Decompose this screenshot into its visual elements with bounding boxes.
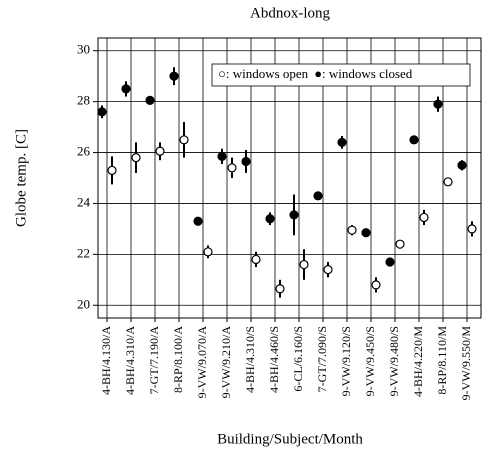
point xyxy=(371,280,381,290)
y-tick-label: 24 xyxy=(77,194,91,209)
chart-title: Abdnox-long xyxy=(250,5,330,21)
point xyxy=(131,153,141,163)
point xyxy=(193,216,203,226)
point xyxy=(169,71,179,81)
point xyxy=(289,210,299,220)
x-tick-label: 7-GT/7.090/S xyxy=(315,326,329,392)
legend-label: ●: windows closed xyxy=(314,66,413,81)
point xyxy=(265,214,275,224)
x-tick-label: 4-BH/4.310/A xyxy=(123,326,137,395)
x-tick-label: 7-GT/7.190/A xyxy=(147,326,161,395)
y-tick-label: 28 xyxy=(77,93,90,108)
point xyxy=(433,99,443,109)
y-axis-label: Globe temp. [C] xyxy=(13,129,29,227)
x-tick-label: 9-VW/9.070/A xyxy=(195,326,209,399)
x-tick-label: 9-VW/9.480/S xyxy=(387,326,401,396)
point xyxy=(457,160,467,170)
point xyxy=(419,212,429,223)
plot-frame xyxy=(97,37,482,319)
x-tick-label: 9-VW/9.550/M xyxy=(459,326,473,401)
y-tick-label: 22 xyxy=(77,245,90,260)
point xyxy=(443,177,453,187)
point xyxy=(275,284,285,294)
x-axis-label: Building/Subject/Month xyxy=(217,431,363,447)
point xyxy=(299,259,309,270)
legend-box xyxy=(211,63,471,87)
point xyxy=(241,156,251,167)
x-tick-label: 9-VW/9.120/S xyxy=(339,326,353,396)
point xyxy=(323,265,333,275)
point xyxy=(409,135,419,145)
point xyxy=(179,135,189,145)
point xyxy=(227,163,237,173)
point xyxy=(121,84,131,94)
point xyxy=(217,151,227,161)
point xyxy=(145,95,155,105)
point xyxy=(97,107,107,117)
x-tick-label: 9-VW/9.450/S xyxy=(363,326,377,396)
y-tick-label: 30 xyxy=(77,42,90,57)
x-tick-label: 4-BH/4.130/A xyxy=(99,326,113,395)
x-tick-label: 9-VW/9.210/A xyxy=(219,326,233,399)
point xyxy=(337,137,347,147)
legend-label: ○: windows open xyxy=(218,66,309,81)
x-tick-label: 6-CL/6.160/S xyxy=(291,326,305,392)
point xyxy=(313,191,323,201)
y-tick-label: 26 xyxy=(77,144,91,159)
point xyxy=(251,254,261,265)
point xyxy=(385,257,395,267)
point xyxy=(395,239,405,249)
point xyxy=(107,165,117,175)
y-tick-label: 20 xyxy=(77,296,90,311)
x-tick-label: 8-RP/8.100/A xyxy=(171,326,185,393)
x-tick-label: 8-RP/8.110/M xyxy=(435,326,449,395)
x-tick-label: 4-BH/4.310/S xyxy=(243,326,257,393)
point xyxy=(155,146,165,156)
point xyxy=(347,225,357,235)
x-tick-label: 4-BH/4.220/M xyxy=(411,326,425,397)
point xyxy=(361,228,371,238)
point xyxy=(203,247,213,257)
x-tick-label: 4-BH/4.460/S xyxy=(267,326,281,393)
point xyxy=(467,224,477,234)
